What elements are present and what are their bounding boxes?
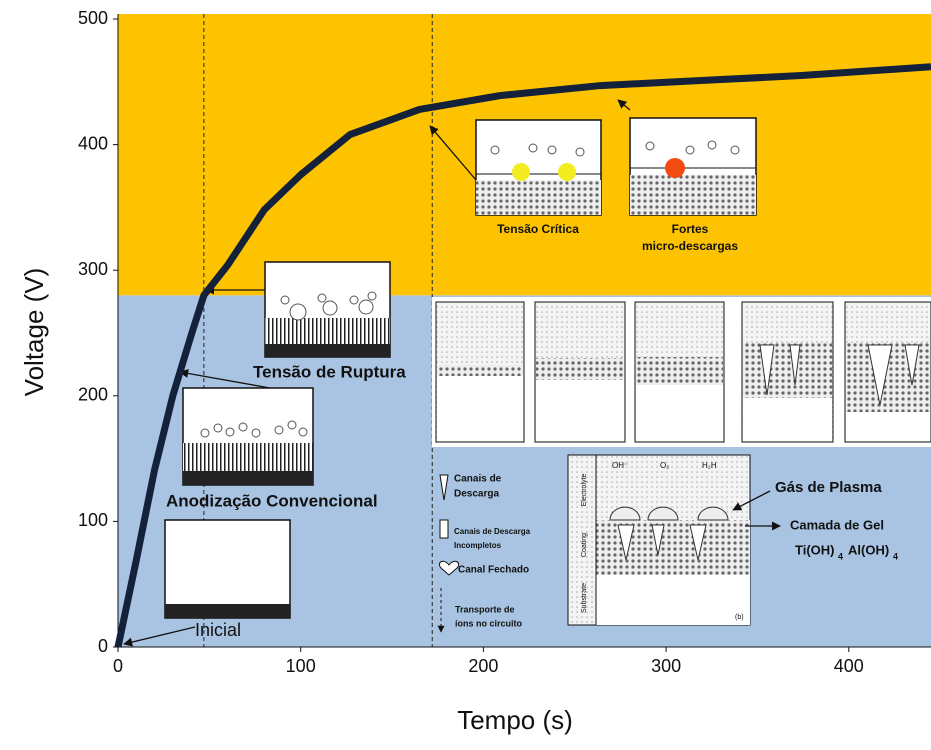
note: Fortes <box>672 222 709 236</box>
y-axis-label: Voltage (V) <box>19 268 49 397</box>
note: Canais de <box>454 474 502 485</box>
x-tick-label: 0 <box>113 656 123 676</box>
note: Coating <box>581 533 588 557</box>
note: 4 <box>893 551 898 561</box>
x-tick-label: 400 <box>834 656 864 676</box>
note: Inicial <box>195 620 241 640</box>
note: H₂H <box>702 461 717 470</box>
x-tick-label: 200 <box>468 656 498 676</box>
note: Ti(OH) <box>795 542 834 557</box>
note: íons no circuito <box>455 618 523 628</box>
note: Transporte de <box>455 604 515 614</box>
note: micro-descargas <box>642 239 738 253</box>
x-tick-label: 300 <box>651 656 681 676</box>
note: 4 <box>838 551 843 561</box>
note: Descarga <box>454 489 499 500</box>
note: Anodização Convencional <box>166 491 378 510</box>
y-tick-label: 0 <box>98 636 108 656</box>
y-tick-label: 500 <box>78 8 108 28</box>
note: Substrate <box>581 583 588 613</box>
y-tick-label: 300 <box>78 259 108 279</box>
y-tick-label: 100 <box>78 510 108 530</box>
y-tick-label: 200 <box>78 385 108 405</box>
note: O₂ <box>660 461 669 470</box>
y-tick-label: 400 <box>78 133 108 153</box>
note: Electrolyte <box>581 474 588 507</box>
x-tick-label: 100 <box>286 656 316 676</box>
note: (b) <box>735 614 744 621</box>
x-axis-label: Tempo (s) <box>457 705 573 735</box>
note: Canais de Descarga <box>454 527 531 536</box>
note: Al(OH) <box>848 542 889 557</box>
note: Tensão Crítica <box>497 222 579 236</box>
note: OH⁻ <box>612 461 628 470</box>
note: Incompletos <box>454 541 502 550</box>
note: Camada de Gel <box>790 517 884 532</box>
note: Canal Fechado <box>458 565 529 576</box>
note: Tensão de Ruptura <box>253 362 406 381</box>
chart: 0 100 200 300 400 500 0 100 200 300 400 <box>0 0 931 745</box>
note: Gás de Plasma <box>775 479 882 496</box>
